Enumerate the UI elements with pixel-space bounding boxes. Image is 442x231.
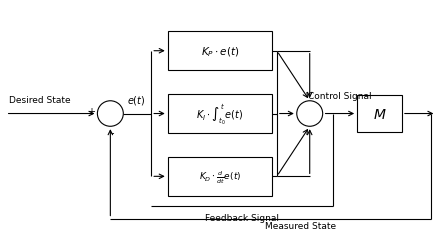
- Text: -: -: [110, 128, 114, 138]
- Bar: [168, 32, 272, 71]
- Text: $K_D \cdot \frac{d}{dt}e(t)$: $K_D \cdot \frac{d}{dt}e(t)$: [199, 168, 241, 185]
- Bar: [357, 95, 402, 133]
- Bar: [168, 94, 272, 134]
- Text: Desired State: Desired State: [9, 96, 70, 105]
- Circle shape: [97, 101, 123, 127]
- Bar: [168, 157, 272, 196]
- Text: Feedback Signal: Feedback Signal: [205, 213, 279, 222]
- Text: $M$: $M$: [373, 107, 386, 121]
- Text: Measured State: Measured State: [265, 221, 336, 230]
- Text: +: +: [88, 106, 95, 116]
- Text: $K_P \cdot e(t)$: $K_P \cdot e(t)$: [201, 45, 239, 58]
- Text: Control Signal: Control Signal: [308, 92, 372, 101]
- Circle shape: [297, 101, 323, 127]
- Text: $e(t)$: $e(t)$: [127, 94, 146, 107]
- Text: $K_I \cdot \int_{t_0}^{t} e(t)$: $K_I \cdot \int_{t_0}^{t} e(t)$: [197, 102, 244, 126]
